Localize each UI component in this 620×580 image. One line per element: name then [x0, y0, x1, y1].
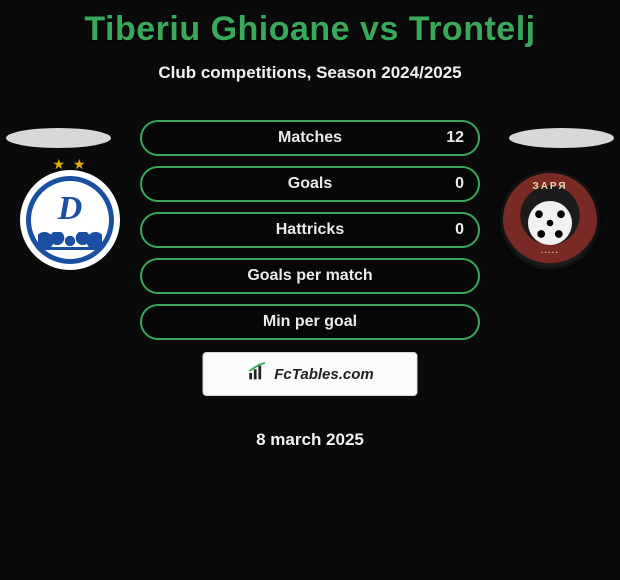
club-badge-right: ЗАРЯ ·····: [500, 170, 600, 270]
stat-label: Hattricks: [276, 221, 344, 239]
soccer-ball-icon: [528, 201, 572, 245]
player-oval-left: [6, 128, 111, 148]
badge-left-letter: D: [58, 190, 83, 228]
badge-right-bottom-text: ·····: [541, 248, 559, 257]
stat-label: Min per goal: [263, 313, 357, 331]
stat-row-matches: Matches 12: [140, 120, 480, 156]
page-subtitle: Club competitions, Season 2024/2025: [0, 63, 620, 83]
stat-row-min-per-goal: Min per goal: [140, 304, 480, 340]
stat-right-value: 12: [446, 129, 464, 147]
stat-label: Matches: [278, 129, 342, 147]
badge-right-top-text: ЗАРЯ: [532, 181, 567, 192]
page-title: Tiberiu Ghioane vs Trontelj: [0, 0, 620, 49]
stat-row-goals-per-match: Goals per match: [140, 258, 480, 294]
attribution-text: FcTables.com: [274, 366, 373, 383]
comparison-date: 8 march 2025: [0, 430, 620, 450]
attribution-pill: FcTables.com: [203, 352, 418, 396]
badge-left-stars: ★ ★: [53, 156, 88, 173]
stat-label: Goals per match: [247, 267, 372, 285]
bar-chart-icon: [246, 361, 268, 388]
stats-table: Matches 12 Goals 0 Hattricks 0 Goals per…: [140, 120, 480, 350]
stat-row-goals: Goals 0: [140, 166, 480, 202]
stat-label: Goals: [288, 175, 332, 193]
player-oval-right: [509, 128, 614, 148]
stat-right-value: 0: [455, 175, 464, 193]
club-badge-left: ★ ★ D: [20, 170, 120, 270]
stat-right-value: 0: [455, 221, 464, 239]
stat-row-hattricks: Hattricks 0: [140, 212, 480, 248]
